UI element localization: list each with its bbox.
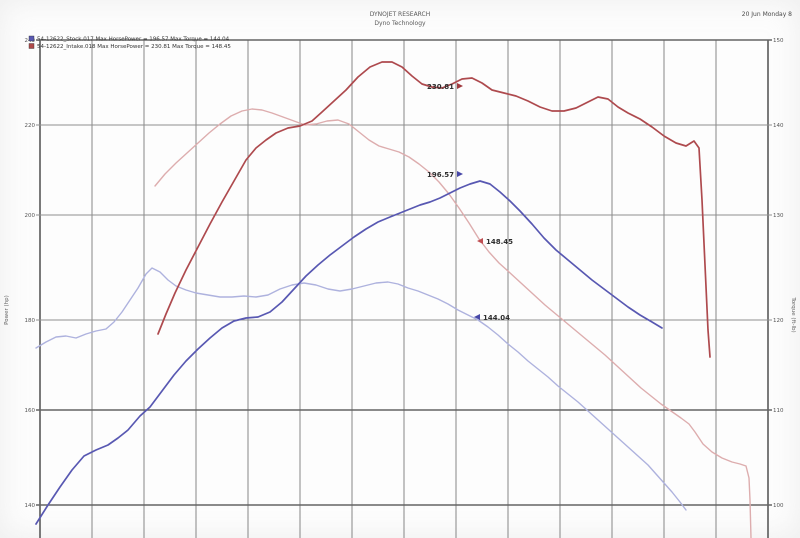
y-left-tick-label: 200 (25, 213, 36, 219)
chart-title-line1: DYNOJET RESEARCH (370, 11, 431, 18)
curves (35, 61, 752, 538)
label-arrow-icon (474, 314, 480, 320)
point-labels: 230.81 196.57 148.45 144.04 (427, 83, 513, 322)
curve-stock_torque (35, 267, 687, 511)
y-axis-right-label: Torque (ft-lb) (790, 296, 796, 332)
label-arrow-icon (457, 171, 463, 177)
axis-ticks: 240150220140200130180120160110140100 (25, 38, 784, 509)
label-arrow-icon (477, 238, 483, 244)
curve-value-label: 196.57 (427, 171, 454, 179)
y-axis-left-label: Power (hp) (4, 295, 10, 325)
curve-intake_torque (154, 108, 752, 538)
y-right-tick-label: 120 (773, 318, 784, 324)
chart-title-line2: Dyno Technology (374, 20, 426, 27)
legend: 54-12622_Stock.017 Max HorsePower = 196.… (28, 35, 231, 50)
legend-label: 54-12622_Stock.017 Max HorsePower = 196.… (37, 37, 230, 43)
curve-value-label: 230.81 (427, 83, 454, 91)
legend-label: 54-12622_Intake.018 Max HorsePower = 230… (37, 44, 231, 50)
curve-value-label: 144.04 (483, 314, 510, 322)
y-right-tick-label: 140 (773, 123, 784, 129)
y-left-tick-label: 140 (25, 503, 36, 509)
y-right-tick-label: 150 (773, 38, 784, 44)
gridlines (36, 39, 772, 538)
y-right-tick-label: 110 (773, 408, 784, 414)
curve-value-label: 148.45 (486, 238, 513, 246)
label-arrow-icon (457, 83, 463, 89)
chart-date-text: 20 Jun Monday 8 (742, 11, 792, 18)
y-right-tick-label: 100 (773, 503, 784, 509)
legend-swatch-icon (28, 43, 35, 49)
y-right-tick-label: 130 (773, 213, 784, 219)
y-left-tick-label: 220 (25, 123, 36, 129)
y-left-tick-label: 160 (25, 408, 36, 414)
y-left-tick-label: 180 (25, 318, 36, 324)
legend-swatch-icon (28, 35, 35, 42)
curve-intake_horsepower (157, 61, 711, 358)
curve-stock_horsepower (35, 180, 663, 525)
